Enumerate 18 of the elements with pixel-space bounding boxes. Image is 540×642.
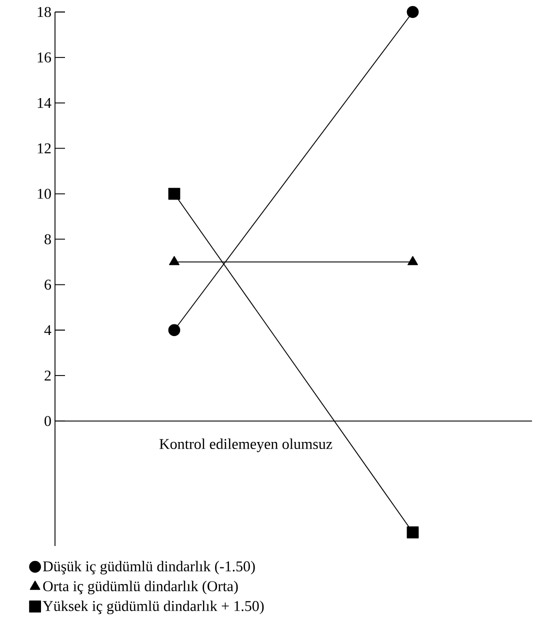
point xyxy=(168,188,180,200)
point xyxy=(406,6,419,18)
y-tick-label: 2 xyxy=(44,370,51,381)
y-tick-label: 16 xyxy=(38,52,52,62)
y-tick-label: 4 xyxy=(44,325,52,336)
y-tick-label: 10 xyxy=(38,188,51,199)
x-axis-title: Kontrol edilemeyen olumsuz xyxy=(160,438,332,452)
y-tick-label: 8 xyxy=(44,234,51,244)
legend-label: Orta iç güdümlü dindarlık (Orta) xyxy=(43,580,238,594)
y-tick-label: 6 xyxy=(44,280,52,290)
y-tick-label: 12 xyxy=(38,143,51,154)
y-tick-label: 0 xyxy=(44,416,51,426)
legend-label: Yüksek iç güdümlü dindarlık + 1.50) xyxy=(42,600,264,614)
y-tick-label: 18 xyxy=(38,6,51,18)
legend-label: Düşük iç güdümlü dindarlık (-1.50) xyxy=(43,560,255,574)
point xyxy=(168,324,180,336)
y-tick-label: 14 xyxy=(38,98,52,108)
point xyxy=(406,526,419,538)
